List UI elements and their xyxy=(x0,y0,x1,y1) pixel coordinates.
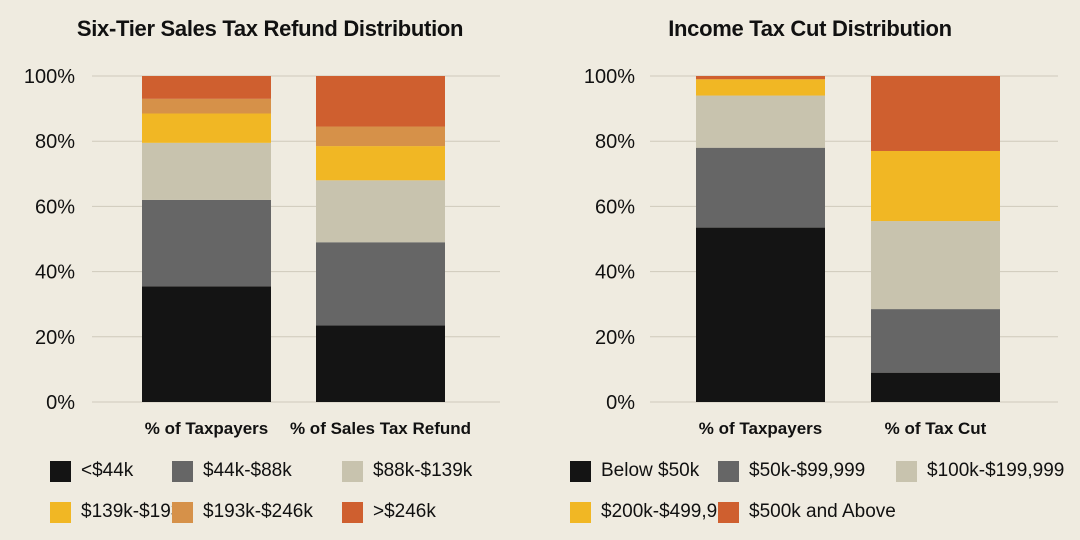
y-tick-label: 60% xyxy=(595,196,635,218)
legend-item: $139k-$193k xyxy=(50,501,191,523)
chart-legend: <$44k $44k-$88k $88k-$139k $139k-$193k $193k… xyxy=(0,456,540,540)
legend-label: $500k and Above xyxy=(749,501,896,522)
legend-swatch xyxy=(172,460,193,482)
y-tick-label: 60% xyxy=(35,196,75,218)
sales-tax-refund-chart: Six-Tier Sales Tax Refund Distribution 0… xyxy=(0,16,540,540)
legend-swatch xyxy=(172,501,193,523)
bar-segment xyxy=(316,325,445,402)
y-tick-label: 80% xyxy=(35,131,75,153)
legend-item: $100k-$199,999 xyxy=(896,460,1064,482)
legend-swatch xyxy=(896,460,917,482)
y-tick-label: 40% xyxy=(35,262,75,284)
bar-segment xyxy=(696,227,825,402)
bar-segment xyxy=(142,199,271,287)
chart-title: Six-Tier Sales Tax Refund Distribution xyxy=(76,16,464,41)
bar-segment xyxy=(871,221,1000,310)
bar-segment xyxy=(316,242,445,326)
legend-label: $193k-$246k xyxy=(203,501,313,522)
legend-label: $100k-$199,999 xyxy=(927,460,1065,481)
legend-item: $44k-$88k xyxy=(172,460,292,482)
x-category-label: % of Tax Cut xyxy=(885,419,987,438)
bar-segment xyxy=(142,142,271,200)
chart-legend: Below $50k $50k-$99,999 $100k-$199,999 $200… xyxy=(540,456,1080,540)
legend-label: $50k-$99,999 xyxy=(749,460,866,481)
legend-label: $200k-$499,999 xyxy=(601,501,739,522)
legend-swatch xyxy=(718,501,739,523)
legend-swatch xyxy=(50,501,71,523)
bar-segment xyxy=(316,126,445,147)
y-tick-label: 0% xyxy=(46,392,75,414)
x-category-label: % of Taxpayers xyxy=(145,419,268,438)
x-category-label: % of Taxpayers xyxy=(699,419,822,438)
bar-segment xyxy=(142,98,271,114)
bar-segment xyxy=(696,147,825,228)
legend-swatch xyxy=(342,501,363,523)
bar-segment xyxy=(871,372,1000,402)
y-tick-label: 100% xyxy=(584,66,635,88)
legend-item: $50k-$99,999 xyxy=(718,460,865,482)
y-tick-label: 40% xyxy=(595,262,635,284)
legend-item: $500k and Above xyxy=(718,501,896,523)
bar-segment xyxy=(871,76,1000,151)
bar-segment xyxy=(871,150,1000,222)
legend-swatch xyxy=(570,460,591,482)
y-tick-label: 20% xyxy=(35,327,75,349)
income-tax-cut-chart: Income Tax Cut Distribution 0% 20% 40% 60% 8… xyxy=(540,0,1080,540)
legend-item: <$44k xyxy=(50,460,133,482)
bar-segment xyxy=(142,113,271,143)
legend-item: $200k-$499,999 xyxy=(570,501,738,523)
bar-segment xyxy=(696,95,825,148)
bar-segment xyxy=(871,309,1000,373)
chart-plot-area: 0% 20% 40% 60% 80% 100% % of Taxpayers % of Sal… xyxy=(24,66,500,438)
legend-label: $44k-$88k xyxy=(203,460,292,481)
legend-item: $88k-$139k xyxy=(342,460,472,482)
bar-segment xyxy=(316,146,445,181)
legend-item: $193k-$246k xyxy=(172,501,313,523)
legend-label: $88k-$139k xyxy=(373,460,473,481)
bar-segment xyxy=(142,76,271,99)
legend-label: $139k-$193k xyxy=(81,501,191,522)
legend-label: >$246k xyxy=(373,501,436,522)
legend-swatch xyxy=(50,460,71,482)
y-tick-label: 80% xyxy=(595,131,635,153)
y-tick-label: 0% xyxy=(606,392,635,414)
y-tick-label: 100% xyxy=(24,66,75,88)
legend-swatch xyxy=(342,460,363,482)
y-tick-label: 20% xyxy=(595,327,635,349)
legend-label: Below $50k xyxy=(601,460,700,481)
legend-item: Below $50k xyxy=(570,460,699,482)
legend-swatch xyxy=(570,501,591,523)
legend-swatch xyxy=(718,460,739,482)
bar-segment xyxy=(316,76,445,127)
bar-segment xyxy=(696,76,825,80)
chart-plot-area: 0% 20% 40% 60% 80% 100% % of Taxpayers % of Tax… xyxy=(584,66,1058,438)
bar-segment xyxy=(142,286,271,402)
bar-segment xyxy=(696,79,825,96)
bar-segment xyxy=(316,180,445,243)
chart-title: Income Tax Cut Distribution xyxy=(668,16,952,41)
legend-label: <$44k xyxy=(81,460,134,481)
x-category-label: % of Sales Tax Refund xyxy=(290,419,471,438)
legend-item: >$246k xyxy=(342,501,436,523)
